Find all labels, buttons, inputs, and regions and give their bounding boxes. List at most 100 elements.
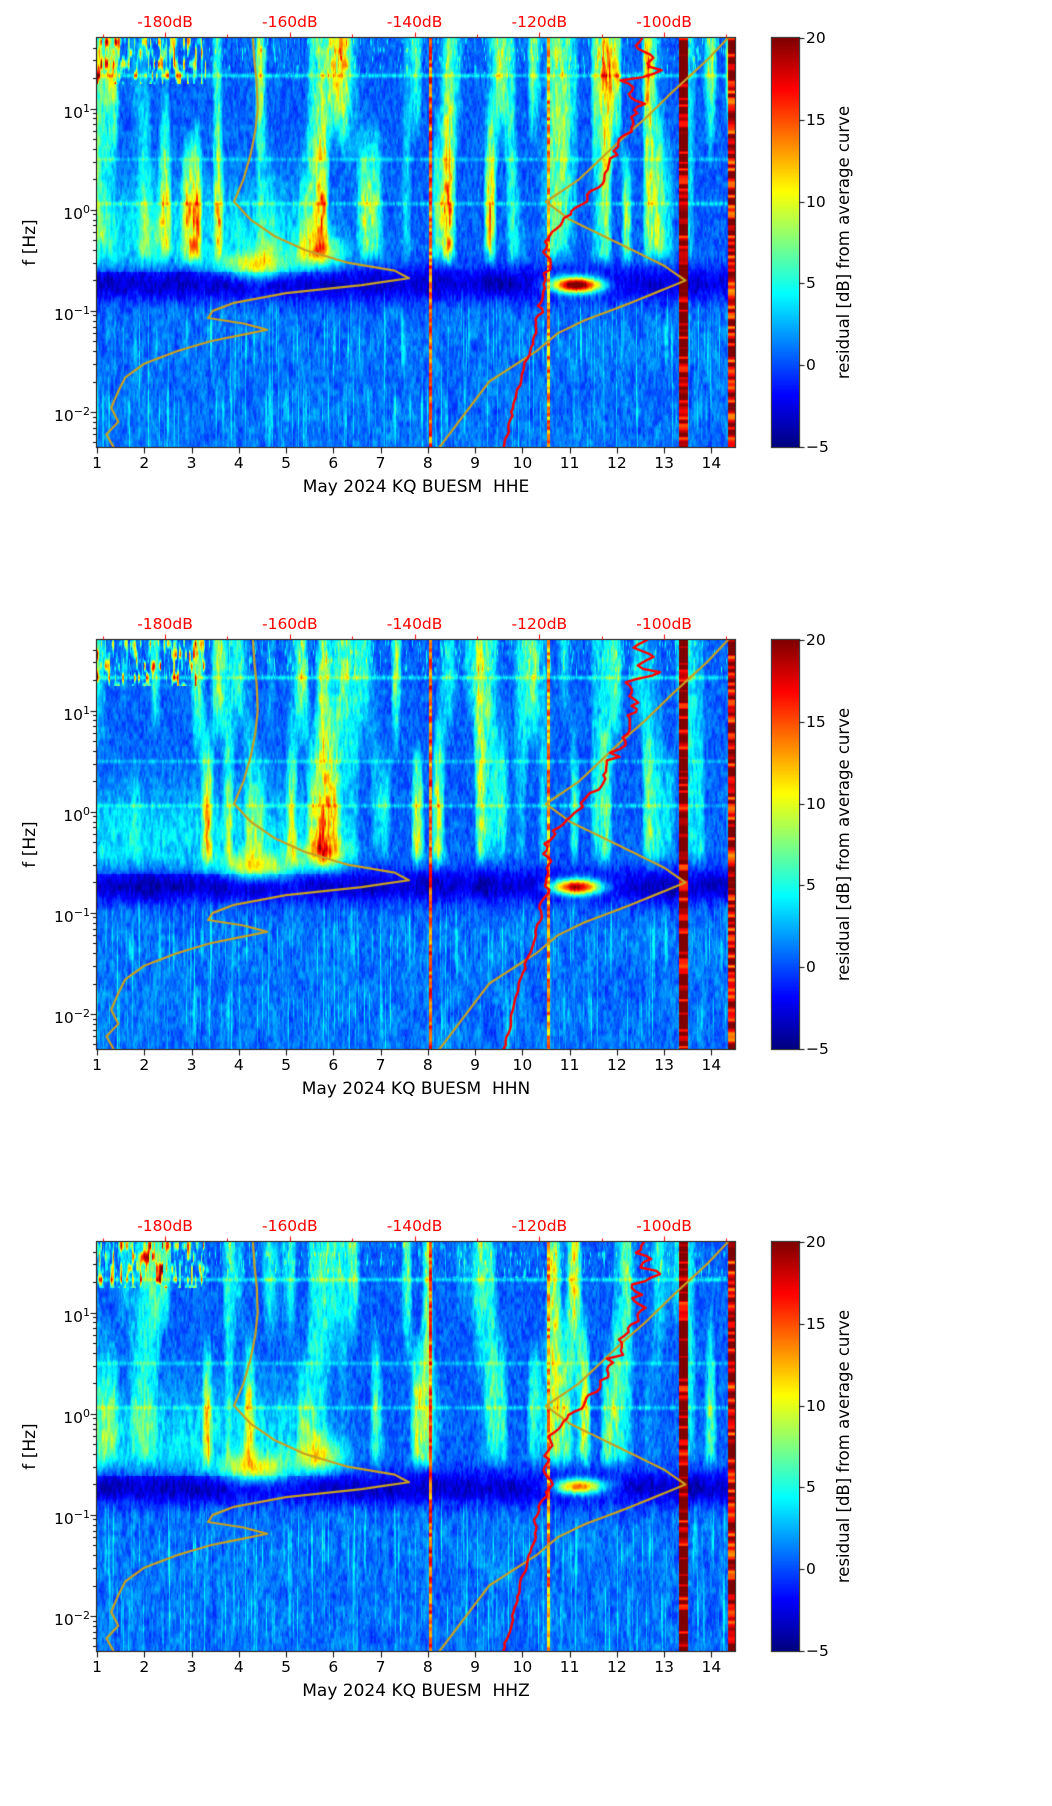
x-tick-label: 2 — [139, 1658, 150, 1676]
top-axis-tick-label: -140dB — [386, 13, 443, 31]
y-tick-label: 101 — [63, 1305, 90, 1326]
x-tick-label: 8 — [422, 1056, 433, 1074]
top-axis-tick-label: -120dB — [511, 13, 568, 31]
x-axis-title: May 2024 KQ BUESM HHZ — [302, 1681, 530, 1701]
x-tick-label: 2 — [139, 1056, 150, 1074]
x-tick-label: 14 — [701, 1056, 722, 1074]
y-tick-label: 10−1 — [54, 303, 90, 324]
colorbar-tick-label: 15 — [806, 1314, 826, 1333]
x-tick-label: 1 — [92, 1658, 102, 1676]
x-tick-label: 13 — [654, 1056, 674, 1074]
x-tick-label: 2 — [139, 454, 150, 472]
x-tick-label: 13 — [654, 454, 674, 472]
x-tick-label: 4 — [233, 1658, 244, 1676]
top-axis-tick-label: -180dB — [137, 13, 193, 31]
colorbar-title: residual [dB] from average curve — [834, 1309, 853, 1584]
colorbar-title: residual [dB] from average curve — [834, 707, 853, 982]
spectrogram-panel-hhe: -180dB -160dB -140dB -120dB -100dB 1 2 3 4 5 6 7 8 9 1… — [0, 0, 1052, 602]
x-tick-label: 7 — [375, 1658, 386, 1676]
top-axis-tick-label: -180dB — [137, 615, 193, 633]
x-tick-label: 12 — [606, 1056, 627, 1074]
y-tick-label: 100 — [63, 804, 90, 825]
colorbar-tick-label: 10 — [806, 1396, 826, 1415]
y-tick-label: 10−1 — [54, 1507, 90, 1528]
tick-labels: -180dB -160dB -140dB -120dB -100dB 1 2 3 4 5 6 7 8 9 1… — [0, 602, 1052, 1204]
colorbar-tick-label: 10 — [806, 192, 826, 211]
colorbar-tick-label: −5 — [806, 438, 829, 456]
x-tick-label: 6 — [328, 1658, 339, 1676]
colorbar-tick-label: 0 — [806, 356, 816, 375]
top-axis-tick-label: -100dB — [636, 1217, 692, 1235]
top-axis-tick-label: -120dB — [511, 615, 568, 633]
x-axis-title: May 2024 KQ BUESM HHN — [301, 1079, 531, 1099]
x-tick-label: 3 — [186, 1658, 197, 1676]
colorbar-tick-label: 5 — [806, 1478, 816, 1497]
x-tick-label: 1 — [92, 1056, 102, 1074]
x-tick-label: 10 — [512, 1658, 533, 1676]
colorbar-tick-label: 15 — [806, 110, 826, 129]
x-tick-label: 1 — [92, 454, 102, 472]
top-axis-tick-label: -160dB — [261, 615, 318, 633]
x-tick-label: 5 — [281, 1056, 291, 1074]
y-tick-label: 101 — [63, 101, 90, 122]
x-tick-label: 9 — [470, 454, 480, 472]
x-tick-label: 12 — [606, 1658, 627, 1676]
x-tick-label: 11 — [559, 1056, 580, 1074]
colorbar-gradient — [772, 640, 799, 1049]
x-tick-label: 6 — [328, 454, 339, 472]
spectrogram-panel-hhn: -180dB -160dB -140dB -120dB -100dB 1 2 3 4 5 6 7 8 9 1… — [0, 602, 1052, 1204]
x-tick-label: 13 — [654, 1658, 674, 1676]
colorbar-gradient — [772, 38, 799, 447]
y-axis-title: f [Hz] — [20, 1423, 40, 1470]
x-tick-label: 9 — [470, 1056, 480, 1074]
y-tick-label: 10−2 — [54, 1608, 90, 1630]
y-tick-label: 10−2 — [54, 1006, 90, 1028]
x-tick-label: 3 — [186, 1056, 197, 1074]
x-tick-label: 8 — [422, 454, 433, 472]
top-axis-tick-label: -160dB — [261, 1217, 318, 1235]
x-tick-label: 9 — [470, 1658, 480, 1676]
colorbar-gradient — [772, 1242, 799, 1651]
y-axis-title: f [Hz] — [20, 821, 40, 868]
tick-labels: -180dB -160dB -140dB -120dB -100dB 1 2 3 4 5 6 7 8 9 1… — [0, 1204, 1052, 1806]
colorbar-tick-label: 20 — [806, 1233, 826, 1251]
top-axis-tick-label: -100dB — [636, 13, 692, 31]
top-axis-tick-label: -160dB — [261, 13, 318, 31]
colorbar-tick-label: 0 — [806, 958, 816, 977]
top-axis-tick-label: -180dB — [137, 1217, 193, 1235]
y-axis-title: f [Hz] — [20, 219, 40, 266]
colorbar-title: residual [dB] from average curve — [834, 105, 853, 380]
top-axis-tick-label: -140dB — [386, 615, 443, 633]
axes-overlay — [0, 1204, 1052, 1806]
top-axis-tick-label: -120dB — [511, 1217, 568, 1235]
x-tick-label: 5 — [281, 1658, 291, 1676]
colorbar-tick-label: −5 — [806, 1040, 829, 1058]
top-axis-tick-label: -100dB — [636, 615, 692, 633]
x-tick-label: 14 — [701, 1658, 722, 1676]
x-tick-label: 5 — [281, 454, 291, 472]
axes-overlay — [0, 0, 1052, 602]
y-tick-label: 10−1 — [54, 905, 90, 926]
x-tick-label: 11 — [559, 1658, 580, 1676]
axes-overlay — [0, 602, 1052, 1204]
colorbar-tick-label: 15 — [806, 712, 826, 731]
x-tick-label: 7 — [375, 454, 386, 472]
top-axis-tick-label: -140dB — [386, 1217, 443, 1235]
tick-labels: -180dB -160dB -140dB -120dB -100dB 1 2 3 4 5 6 7 8 9 1… — [0, 0, 1052, 602]
x-tick-label: 6 — [328, 1056, 339, 1074]
x-tick-label: 14 — [701, 454, 722, 472]
x-tick-label: 10 — [512, 1056, 533, 1074]
colorbar-tick-label: −5 — [806, 1642, 829, 1660]
x-tick-label: 10 — [512, 454, 533, 472]
x-tick-label: 11 — [559, 454, 580, 472]
y-tick-label: 101 — [63, 703, 90, 724]
colorbar-tick-label: 20 — [806, 631, 826, 649]
x-tick-label: 4 — [233, 454, 244, 472]
y-tick-label: 100 — [63, 1406, 90, 1427]
colorbar-tick-label: 5 — [806, 274, 816, 293]
x-axis-title: May 2024 KQ BUESM HHE — [302, 477, 530, 497]
spectrogram-panel-hhz: -180dB -160dB -140dB -120dB -100dB 1 2 3 4 5 6 7 8 9 1… — [0, 1204, 1052, 1806]
x-tick-label: 7 — [375, 1056, 386, 1074]
colorbar-tick-label: 5 — [806, 876, 816, 895]
